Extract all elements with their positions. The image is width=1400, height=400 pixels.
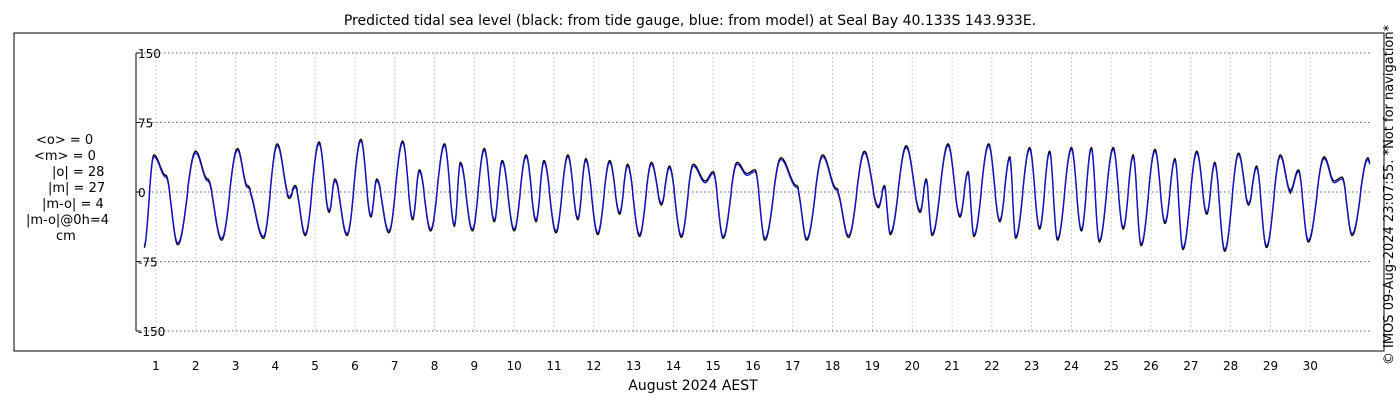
x-tick-label: 13 — [626, 359, 641, 373]
x-tick-label: 12 — [586, 359, 601, 373]
stat-mean-model: <m> = 0 — [34, 149, 96, 164]
x-tick-label: 14 — [666, 359, 681, 373]
plot-frame — [13, 32, 1385, 352]
x-tick-label: 7 — [391, 359, 399, 373]
series-line-model — [143, 140, 1371, 251]
x-tick-label: 18 — [825, 359, 840, 373]
x-tick-label: 2 — [192, 359, 200, 373]
x-tick-label: 6 — [351, 359, 359, 373]
x-tick-label: 10 — [507, 359, 522, 373]
x-tick-label: 17 — [785, 359, 800, 373]
x-tick-label: 21 — [944, 359, 959, 373]
stat-abs-observed: |o| = 28 — [52, 165, 105, 180]
stat-abs-model: |m| = 27 — [48, 181, 106, 196]
y-tick-label: -150 — [138, 325, 165, 339]
x-tick-label: 27 — [1183, 359, 1198, 373]
x-tick-label: 8 — [431, 359, 439, 373]
stat-abs-diff: |m-o| = 4 — [42, 197, 104, 212]
x-tick-label: 24 — [1064, 359, 1079, 373]
grid-lines — [136, 52, 1370, 332]
stat-units: cm — [56, 229, 76, 244]
x-tick-label: 3 — [232, 359, 240, 373]
x-tick-label: 15 — [706, 359, 721, 373]
stat-abs-diff-0h: |m-o|@0h=4 — [26, 213, 109, 228]
x-tick-label: 28 — [1223, 359, 1238, 373]
y-tick-label: -75 — [138, 256, 158, 270]
x-tick-label: 26 — [1143, 359, 1158, 373]
chart-title: Predicted tidal sea level (black: from t… — [344, 13, 1036, 29]
x-tick-label: 16 — [745, 359, 760, 373]
x-tick-label: 1 — [152, 359, 160, 373]
stat-mean-observed: <o> = 0 — [36, 133, 94, 148]
x-tick-label: 9 — [471, 359, 479, 373]
x-tick-label: 30 — [1303, 359, 1318, 373]
y-tick-label: 75 — [138, 117, 153, 131]
credit-text: © IMOS 09-Aug-2024 23:07:55. *Not for na… — [1382, 24, 1397, 365]
x-tick-label: 23 — [1024, 359, 1039, 373]
x-tick-label: 29 — [1263, 359, 1278, 373]
y-tick-label: 150 — [138, 47, 161, 61]
y-tick-label: 0 — [138, 186, 146, 200]
x-axis: 1 2 3 4 5 6 7 8 9 10 11 12 13 14 15 16 17 18 19 20 21 22 23 24 2… — [152, 359, 1318, 373]
y-axis: 150 75 0 -75 -150 — [136, 47, 165, 339]
x-tick-label: 5 — [311, 359, 319, 373]
x-tick-label: 22 — [984, 359, 999, 373]
x-tick-label: 11 — [546, 359, 561, 373]
x-tick-label: 20 — [905, 359, 920, 373]
x-tick-label: 25 — [1104, 359, 1119, 373]
x-tick-label: 4 — [272, 359, 280, 373]
stats-panel: <o> = 0 <m> = 0 |o| = 28 |m| = 27 |m-o| … — [14, 133, 110, 245]
x-tick-label: 19 — [865, 359, 880, 373]
x-axis-label: August 2024 AEST — [628, 378, 758, 394]
